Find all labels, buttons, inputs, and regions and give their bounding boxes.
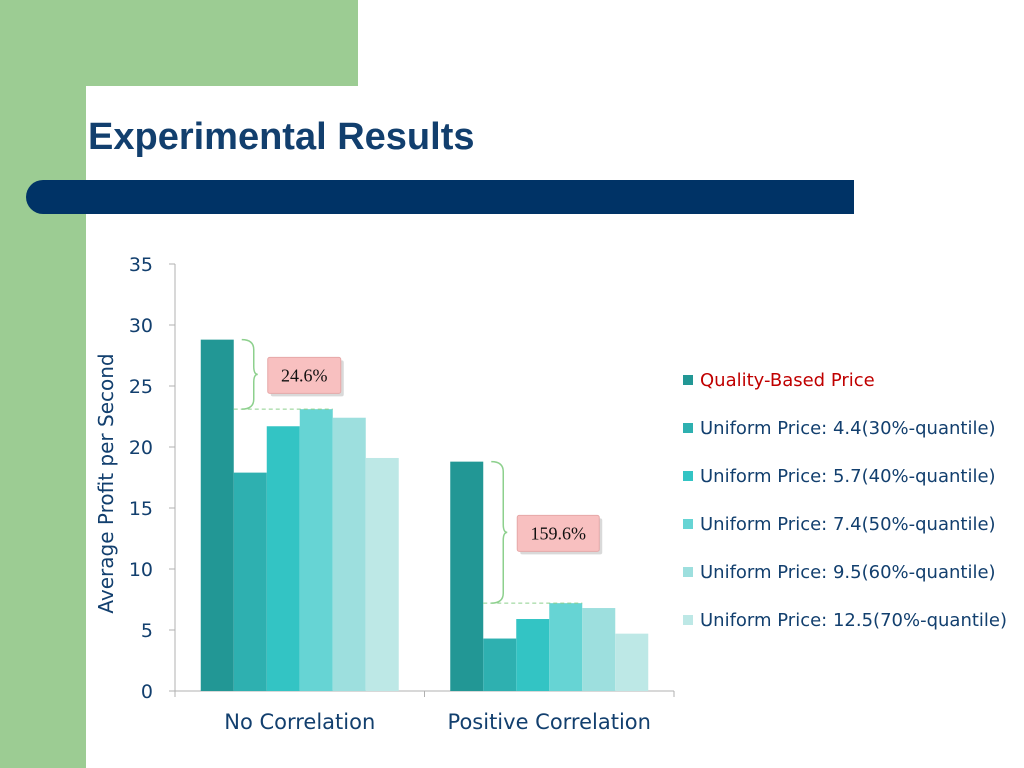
y-tick-label: 25 xyxy=(129,376,153,398)
bar xyxy=(615,633,649,691)
callout-box xyxy=(267,356,342,394)
green-accent-top xyxy=(86,0,358,86)
bracket xyxy=(241,338,258,410)
y-tick-label: 15 xyxy=(129,498,153,520)
legend-swatch xyxy=(683,567,693,577)
bar xyxy=(483,638,517,691)
bar xyxy=(266,426,300,691)
bar xyxy=(365,457,399,691)
legend-label: Uniform Price: 5.7(40%-quantile) xyxy=(700,465,996,487)
slide-title: Experimental Results xyxy=(88,116,475,158)
legend-item: Uniform Price: 9.5(60%-quantile) xyxy=(683,548,1007,596)
y-axis-title: Average Profit per Second xyxy=(94,353,118,613)
legend-swatch xyxy=(683,519,693,529)
bar xyxy=(332,417,366,691)
y-tick-label: 35 xyxy=(129,254,153,276)
green-accent-bar xyxy=(0,0,86,768)
y-tick-label: 5 xyxy=(141,620,153,642)
bar xyxy=(516,619,550,691)
x-category-label: Positive Correlation xyxy=(448,710,651,734)
callout-label: 159.6% xyxy=(531,523,587,543)
bar xyxy=(549,603,583,691)
legend-swatch xyxy=(683,615,693,625)
legend-item: Uniform Price: 7.4(50%-quantile) xyxy=(683,500,1007,548)
legend-swatch xyxy=(683,375,693,385)
callout-box xyxy=(516,514,600,552)
legend-label: Quality-Based Price xyxy=(700,369,875,391)
bar xyxy=(582,608,616,691)
legend-item: Quality-Based Price xyxy=(683,356,1007,404)
y-tick-label: 10 xyxy=(129,559,153,581)
legend-label: Uniform Price: 9.5(60%-quantile) xyxy=(700,561,996,583)
callout-label: 24.6% xyxy=(281,365,328,385)
legend-item: Uniform Price: 5.7(40%-quantile) xyxy=(683,452,1007,500)
legend-item: Uniform Price: 4.4(30%-quantile) xyxy=(683,404,1007,452)
legend-label: Uniform Price: 7.4(50%-quantile) xyxy=(700,513,996,535)
x-category-label: No Correlation xyxy=(224,710,375,734)
legend-item: Uniform Price: 12.5(70%-quantile) xyxy=(683,596,1007,644)
legend-label: Uniform Price: 4.4(30%-quantile) xyxy=(700,417,996,439)
y-tick-label: 30 xyxy=(129,315,153,337)
chart-legend: Quality-Based Price Uniform Price: 4.4(30… xyxy=(683,356,1007,644)
y-tick-label: 20 xyxy=(129,437,153,459)
bar xyxy=(299,409,333,691)
legend-swatch xyxy=(683,471,693,481)
y-tick-label: 0 xyxy=(141,681,153,703)
legend-label: Uniform Price: 12.5(70%-quantile) xyxy=(700,609,1008,631)
slide-corner xyxy=(86,86,146,146)
title-underline-band xyxy=(26,180,854,214)
bar xyxy=(200,339,234,691)
bar xyxy=(233,472,267,691)
legend-swatch xyxy=(683,423,693,433)
bracket xyxy=(491,460,508,604)
bar xyxy=(450,461,484,691)
